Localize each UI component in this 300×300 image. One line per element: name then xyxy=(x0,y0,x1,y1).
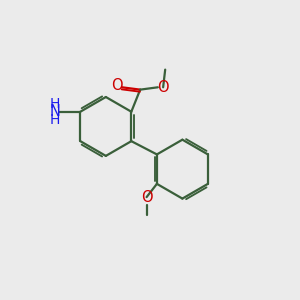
Text: O: O xyxy=(141,190,152,205)
Text: O: O xyxy=(157,80,169,95)
Text: N: N xyxy=(49,104,60,119)
Text: O: O xyxy=(111,78,122,93)
Text: H: H xyxy=(50,97,60,111)
Text: H: H xyxy=(50,113,60,127)
